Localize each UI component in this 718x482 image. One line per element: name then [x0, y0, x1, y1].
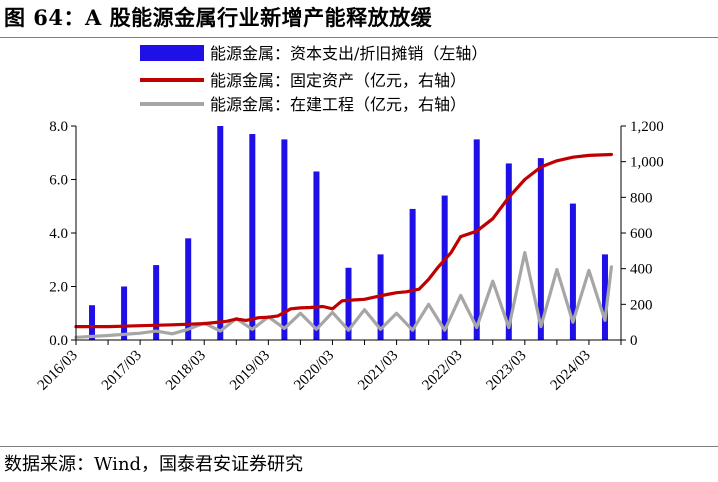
bar — [601, 254, 608, 340]
right-tick-label: 200 — [630, 297, 653, 313]
chart: 能源金属：资本支出/折旧摊销（左轴） 能源金属：固定资产（亿元，右轴） 能源金属… — [35, 44, 664, 394]
bar — [505, 163, 512, 340]
x-tick-label: 2019/03 — [227, 348, 273, 394]
left-tick-label: 2.0 — [49, 280, 68, 296]
right-tick-label: 0 — [630, 333, 638, 349]
bar — [185, 238, 192, 340]
right-tick-label: 1,200 — [630, 119, 664, 135]
bar — [153, 265, 160, 340]
bar — [409, 208, 416, 340]
legend-bar-swatch — [140, 45, 204, 61]
figure-title: 图 64：A 股能源金属行业新增产能释放放缓 — [4, 5, 433, 30]
bar — [441, 195, 448, 340]
source-rule — [0, 446, 718, 447]
legend-label-cip: 能源金属：在建工程（亿元，右轴） — [210, 95, 466, 114]
bar — [281, 139, 288, 340]
line-fixed-assets — [74, 152, 614, 329]
bar — [537, 158, 544, 340]
left-tick-label: 6.0 — [49, 173, 68, 189]
right-tick-label: 600 — [630, 226, 653, 242]
legend: 能源金属：资本支出/折旧摊销（左轴） 能源金属：固定资产（亿元，右轴） 能源金属… — [140, 44, 487, 114]
title-rule — [0, 37, 718, 38]
right-tick-label: 400 — [630, 262, 653, 278]
legend-label-capex: 能源金属：资本支出/折旧摊销（左轴） — [210, 44, 487, 63]
bar — [313, 171, 320, 340]
bar — [217, 126, 224, 340]
x-tick-label: 2017/03 — [99, 348, 145, 394]
axes: 0.0 2.0 4.0 6.0 8.0 0 200 400 600 800 1,000 1,200 20… — [35, 119, 664, 394]
bar — [569, 203, 576, 340]
x-tick-label: 2020/03 — [291, 348, 337, 394]
x-tick-label: 2016/03 — [35, 348, 81, 394]
x-tick-label: 2021/03 — [355, 348, 401, 394]
left-tick-label: 4.0 — [49, 226, 68, 242]
bar — [121, 286, 128, 340]
bar — [345, 267, 352, 340]
legend-label-fixed: 能源金属：固定资产（亿元，右轴） — [210, 71, 466, 90]
x-tick-label: 2024/03 — [548, 348, 594, 394]
x-tick-label: 2018/03 — [163, 348, 209, 394]
left-tick-label: 0.0 — [49, 333, 68, 349]
line-series — [74, 152, 614, 339]
bar — [89, 305, 96, 340]
left-tick-label: 8.0 — [49, 119, 68, 135]
bar-series — [89, 126, 608, 340]
bar — [249, 134, 256, 340]
right-tick-label: 1,000 — [630, 155, 664, 171]
right-tick-label: 800 — [630, 190, 653, 206]
x-tick-label: 2022/03 — [419, 348, 465, 394]
source-note: 数据来源：Wind，国泰君安证券研究 — [4, 454, 304, 475]
bar — [473, 139, 480, 340]
x-tick-label: 2023/03 — [484, 348, 530, 394]
line-cip — [74, 251, 614, 339]
